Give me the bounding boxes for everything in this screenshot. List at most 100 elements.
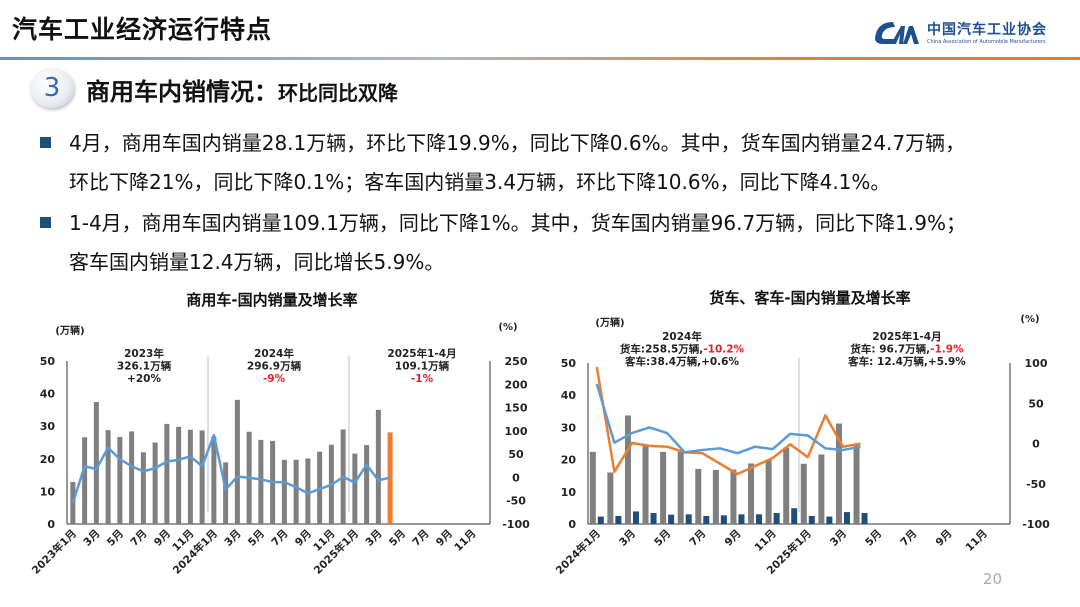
annotation-line: -9%: [263, 373, 286, 385]
x-tick-label: 11月: [963, 528, 989, 554]
bus-bar: [756, 514, 763, 524]
bus-bar: [861, 513, 868, 524]
annotation-line: 296.9万辆: [247, 360, 302, 373]
section-title-main: 商用车内销情况：: [86, 78, 278, 106]
bullet-square-icon: [40, 137, 51, 148]
bar: [140, 452, 146, 524]
y-tick-label: 40: [561, 389, 577, 402]
y2-tick-label: 50: [1028, 397, 1044, 410]
y2-tick-label: -100: [502, 518, 530, 531]
header-divider: [0, 57, 1080, 60]
bullet-1-continued: 环比下降21%，同比下降0.1%；客车国内销量3.4万辆，环比下降10.6%，同…: [69, 170, 891, 194]
y2-axis-unit: (%): [1020, 314, 1039, 325]
y2-tick-label: 250: [505, 355, 528, 368]
bus-bar: [668, 514, 675, 524]
logo: 中国汽车工业协会 China Association of Automobile…: [873, 18, 1047, 46]
bus-growth-line: [595, 383, 861, 455]
x-tick-label: 11月: [452, 528, 478, 554]
x-tick-label: 5月: [652, 528, 673, 549]
annotation-line: 109.1万辆: [395, 360, 450, 373]
y2-tick-label: -100: [1022, 518, 1050, 531]
bar: [375, 409, 381, 524]
section-title: 商用车内销情况：环比同比双降: [86, 72, 398, 107]
y-tick-label: 0: [47, 518, 55, 531]
bar: [783, 447, 790, 524]
annotation-line: 2024年: [254, 347, 294, 360]
bus-bar: [738, 514, 745, 524]
y-tick-label: 50: [561, 357, 577, 370]
annotation-line: 326.1万辆: [117, 360, 172, 373]
bullet-text: 4月，商用车国内销量28.1万辆，环比下降19.9%，同比下降0.6%。其中，货…: [69, 131, 966, 155]
y2-tick-label: 150: [505, 402, 528, 415]
chart-title-truck-bus: 货车、客车-国内销量及增长率: [709, 289, 911, 307]
bar: [152, 442, 158, 524]
bar: [164, 423, 170, 524]
bus-bar: [597, 516, 604, 524]
annotation-line: 2024年: [662, 330, 702, 343]
bullet-2-continued: 客车国内销量12.4万辆，同比增长5.9%。: [69, 250, 445, 274]
bar: [712, 469, 719, 524]
bar: [589, 451, 596, 524]
y-tick-label: 50: [40, 355, 56, 368]
x-tick-label: 9月: [933, 528, 954, 549]
bar: [105, 430, 111, 524]
y2-tick-label: 0: [1032, 438, 1040, 451]
annotation-line: 客车:38.4万辆,+0.6%: [624, 355, 739, 368]
annotation-line: 客车: 12.4万辆,+5.9%: [847, 355, 966, 368]
annotation-line: 货车:258.5万辆,-10.2%: [619, 343, 745, 356]
bar: [293, 459, 299, 524]
bar: [223, 462, 229, 524]
bus-bar: [632, 511, 639, 524]
x-tick-label: 3月: [363, 528, 384, 549]
x-tick-label: 7月: [269, 528, 290, 549]
y-tick-label: 40: [40, 388, 56, 401]
bar: [695, 468, 702, 524]
bar: [199, 430, 205, 524]
bar: [187, 429, 193, 524]
annotation-line: -1%: [411, 373, 434, 385]
x-tick-label: 5月: [105, 528, 126, 549]
annotation-line: 2023年: [124, 347, 164, 360]
x-tick-label: 5月: [387, 528, 408, 549]
y-axis-unit: (万辆): [55, 324, 84, 337]
bar: [765, 459, 772, 524]
bus-bar: [650, 513, 657, 524]
x-tick-label: 7月: [687, 528, 708, 549]
annotation-line: 货车: 96.7万辆,-1.9%: [849, 343, 964, 356]
bar: [82, 437, 88, 524]
y2-tick-label: 200: [505, 378, 528, 391]
bar: [624, 415, 631, 524]
y-tick-label: 10: [40, 485, 56, 498]
section-number-badge: 3: [30, 68, 74, 108]
x-tick-label: 3月: [81, 528, 102, 549]
y2-tick-label: 0: [512, 471, 520, 484]
y2-axis-unit: (%): [498, 322, 517, 333]
bus-bar: [773, 513, 780, 524]
y2-tick-label: 100: [505, 425, 528, 438]
bar: [234, 399, 240, 524]
cam-logo-icon: [875, 22, 919, 44]
x-tick-label: 3月: [828, 528, 849, 549]
bar: [660, 451, 667, 524]
y-tick-label: 30: [561, 421, 577, 434]
x-tick-label: 9月: [722, 528, 743, 549]
growth-line: [71, 433, 391, 504]
logo-subtext: China Association of Automobile Manufact…: [927, 39, 1046, 45]
x-tick-label: 3月: [222, 528, 243, 549]
chart-title-commercial: 商用车-国内销量及增长率: [186, 291, 358, 309]
y-tick-label: 0: [568, 518, 576, 531]
bar: [748, 463, 755, 524]
bar: [364, 445, 370, 524]
x-tick-label: 2024年1月: [553, 527, 603, 577]
x-tick-label: 3月: [617, 528, 638, 549]
bus-bar: [843, 512, 850, 524]
bar: [281, 459, 287, 524]
bullet-square-icon: [40, 217, 51, 228]
bar: [607, 472, 614, 524]
bar: [835, 423, 842, 524]
bar: [853, 444, 860, 524]
y-tick-label: 10: [561, 486, 577, 499]
y-tick-label: 20: [561, 454, 577, 467]
x-tick-label: 7月: [410, 528, 431, 549]
